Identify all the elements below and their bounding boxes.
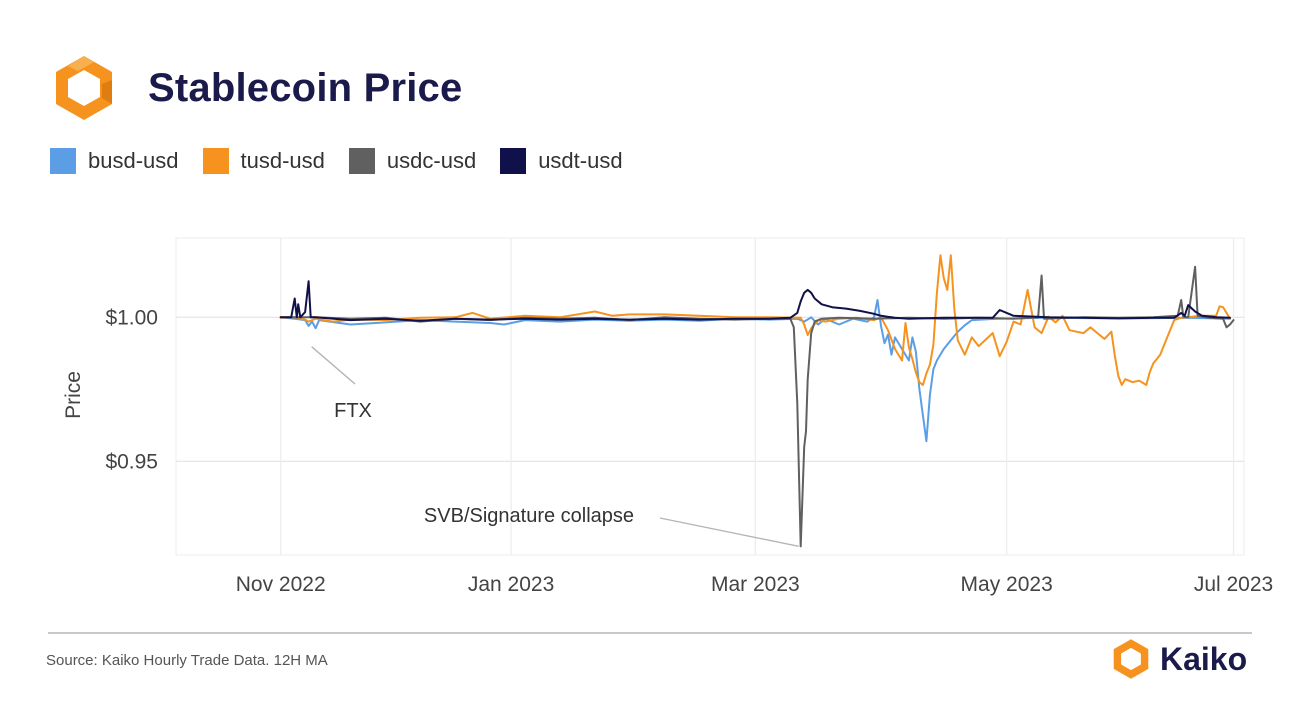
legend-swatch-usdc	[348, 148, 375, 174]
series-line-tusd-usd	[279, 254, 1231, 386]
y-axis-label: Price	[62, 371, 85, 419]
price-chart: $1.00 $0.95 Nov 2022 Jan 2023 Mar 2023 May 20…	[62, 237, 1273, 596]
legend-item-usdc: usdc-usd	[348, 148, 477, 174]
legend-swatch-busd	[50, 148, 76, 174]
y-tick-label: $0.95	[105, 450, 158, 473]
brand-mark: Kaiko	[1110, 638, 1247, 680]
chart-legend: busd-usd tusd-usd usdc-usd usdt-usd	[50, 148, 647, 174]
legend-swatch-usdt	[500, 148, 527, 174]
legend-label-busd: busd-usd	[88, 148, 179, 173]
legend-label-usdc: usdc-usd	[386, 148, 477, 173]
legend-item-tusd: tusd-usd	[202, 148, 325, 174]
legend-item-usdt: usdt-usd	[500, 148, 623, 174]
annotation-svb-leader	[659, 517, 799, 548]
x-tick-label: May 2023	[961, 573, 1053, 596]
x-tick-label: Nov 2022	[236, 573, 326, 596]
legend-label-tusd: tusd-usd	[240, 148, 325, 173]
series-line-usdt-usd	[279, 280, 1231, 322]
plot-frame	[175, 237, 1245, 556]
chart-annotations: FTX SVB/Signature collapse	[311, 346, 799, 548]
x-tick-label: Jan 2023	[468, 573, 554, 596]
y-tick-label: $1.00	[105, 306, 158, 329]
x-tick-label: Jul 2023	[1194, 573, 1273, 596]
kaiko-brand-icon	[1113, 639, 1149, 679]
legend-swatch-tusd	[202, 148, 229, 174]
chart-grid	[175, 237, 1245, 556]
annotation-ftx-leader	[311, 346, 356, 385]
legend-item-busd: busd-usd	[50, 148, 179, 174]
kaiko-logo-icon	[56, 56, 112, 120]
chart-series	[279, 254, 1235, 548]
chart-ticks: $1.00 $0.95 Nov 2022 Jan 2023 Mar 2023 May 20…	[105, 306, 1273, 596]
brand-name: Kaiko	[1160, 640, 1248, 677]
annotation-svb: SVB/Signature collapse	[424, 505, 634, 527]
page-title: Stablecoin Price	[148, 66, 463, 110]
footer-divider	[48, 632, 1252, 634]
annotation-ftx: FTX	[334, 400, 372, 422]
source-note: Source: Kaiko Hourly Trade Data. 12H MA	[46, 652, 328, 669]
x-tick-label: Mar 2023	[711, 573, 800, 596]
legend-label-usdt: usdt-usd	[538, 148, 623, 173]
